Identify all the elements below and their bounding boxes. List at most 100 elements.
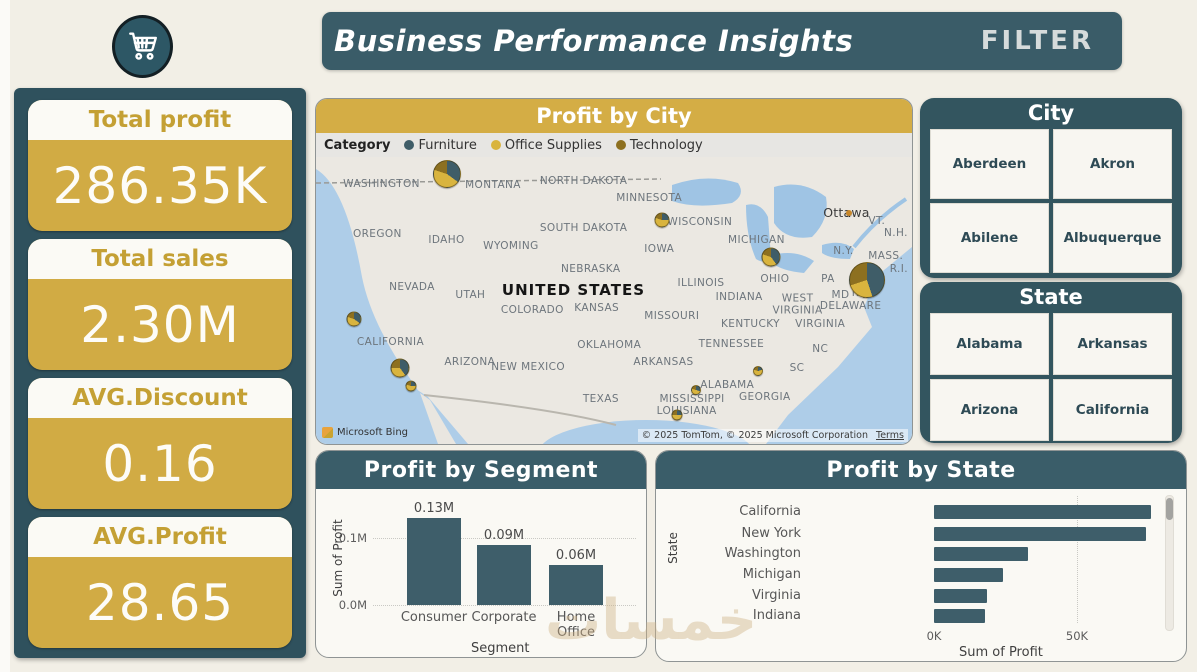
- y-category-label: Washington: [724, 546, 801, 561]
- terms-link[interactable]: Terms: [876, 430, 904, 441]
- kpi-label: AVG.Discount: [28, 378, 292, 418]
- state-option-arkansas[interactable]: Arkansas: [1053, 313, 1172, 375]
- kpi-label: Total sales: [28, 239, 292, 279]
- bing-label: Microsoft Bing: [337, 427, 409, 438]
- map-title: Profit by City: [316, 99, 912, 133]
- left-edge-strip: [0, 0, 10, 672]
- x-tick-label: 50K: [1065, 629, 1089, 643]
- map-pie-marker[interactable]: [433, 159, 462, 188]
- map-state-label: MINNESOTA: [616, 192, 683, 205]
- map-state-label: MICHIGAN: [728, 234, 785, 247]
- segment-bar[interactable]: [407, 517, 461, 605]
- city-option-abilene[interactable]: Abilene: [930, 203, 1049, 273]
- state-bar[interactable]: [934, 589, 987, 603]
- map-state-label: MD: [831, 289, 850, 302]
- map-state-label: NEW MEXICO: [491, 360, 566, 373]
- segment-plot: 0.0M 0.1M 0.13M Consumer 0.09M Corporate 0.06M…: [316, 489, 646, 657]
- map-state-label: N.H.: [883, 227, 908, 240]
- state-option-arizona[interactable]: Arizona: [930, 379, 1049, 441]
- x-category-label: Consumer: [400, 610, 468, 625]
- map-pie-marker[interactable]: [654, 212, 670, 228]
- map-state-label: CALIFORNIA: [356, 335, 425, 348]
- segment-bar[interactable]: [477, 544, 531, 605]
- bar-value-label: 0.09M: [483, 527, 525, 543]
- y-category-label: Virginia: [751, 588, 801, 603]
- map-state-label: N.Y.: [833, 245, 854, 258]
- kpi-value: 28.65: [85, 573, 235, 632]
- map-state-label: MISSISSIPPI: [659, 393, 725, 406]
- bar-value-label: 0.06M: [555, 547, 597, 563]
- segment-chart-card: Profit by Segment 0.0M 0.1M 0.13M Consumer 0…: [315, 450, 647, 658]
- kpi-card-avg-profit: AVG.Profit 28.65: [28, 517, 292, 648]
- scrollbar-thumb[interactable]: [1166, 498, 1173, 520]
- map-attribution: © 2025 TomTom, © 2025 Microsoft Corporat…: [637, 429, 908, 442]
- kpi-label: Total profit: [28, 100, 292, 140]
- kpi-value: 0.16: [102, 434, 218, 493]
- segment-bar[interactable]: [549, 564, 603, 605]
- map-state-label: ILLINOIS: [677, 277, 725, 290]
- state-plot: California New York Washington Michigan Virg…: [656, 489, 1186, 661]
- map-state-label: IOWA: [644, 243, 675, 256]
- state-bar[interactable]: [934, 527, 1146, 541]
- state-option-alabama[interactable]: Alabama: [930, 313, 1049, 375]
- map-pie-marker[interactable]: [752, 365, 763, 376]
- city-option-akron[interactable]: Akron: [1053, 129, 1172, 199]
- state-filter-panel: State Alabama Arkansas Arizona Californi…: [920, 282, 1182, 443]
- y-tick-label: 0.1M: [338, 531, 367, 545]
- legend-item-label: Furniture: [418, 137, 477, 153]
- y-category-label: California: [739, 504, 801, 519]
- filter-label: FILTER: [980, 26, 1094, 56]
- legend-item-office-supplies[interactable]: Office Supplies: [490, 138, 602, 153]
- x-tick-label: 0K: [926, 629, 942, 643]
- kpi-value: 2.30M: [80, 295, 240, 354]
- map-pie-marker[interactable]: [390, 358, 410, 378]
- map-state-label: ARIZONA: [444, 355, 496, 368]
- map-state-label: WISCONSIN: [667, 216, 733, 229]
- state-chart-title: Profit by State: [656, 451, 1186, 489]
- legend-item-label: Technology: [629, 137, 703, 153]
- state-bar[interactable]: [934, 547, 1029, 561]
- map-state-label: GEORGIA: [739, 391, 791, 404]
- legend-item-technology[interactable]: Technology: [615, 137, 703, 153]
- copyright-text: © 2025 TomTom, © 2025 Microsoft Corporat…: [641, 430, 869, 441]
- header-bar: Business Performance Insights FILTER: [322, 12, 1122, 70]
- map-pie-marker[interactable]: [671, 409, 683, 421]
- map-state-label: NC: [812, 342, 829, 355]
- chart-scrollbar[interactable]: [1165, 495, 1174, 631]
- map-state-label: KENTUCKY: [721, 318, 780, 331]
- map-pie-marker[interactable]: [849, 262, 886, 299]
- map-country-label: UNITED STATES: [501, 280, 646, 299]
- map-state-label: LOUISIANA: [656, 405, 717, 418]
- city-option-aberdeen[interactable]: Aberdeen: [930, 129, 1049, 199]
- state-bar[interactable]: [934, 568, 1003, 582]
- bing-logo-icon: [322, 427, 333, 438]
- kpi-card-avg-discount: AVG.Discount 0.16: [28, 378, 292, 509]
- x-gridline: [1077, 496, 1078, 623]
- map-pie-marker[interactable]: [405, 380, 417, 392]
- map-state-label: INDIANA: [715, 290, 763, 303]
- map-state-label: OHIO: [760, 272, 790, 285]
- x-axis-title: Segment: [471, 641, 530, 656]
- map-state-label: PA: [821, 272, 835, 285]
- map-legend: Category Furniture Office Supplies Techn…: [316, 133, 912, 157]
- x-category-label: Corporate: [471, 610, 537, 625]
- shopping-cart-icon: [126, 28, 160, 66]
- map-pie-marker[interactable]: [690, 384, 701, 395]
- map-state-label: ARKANSAS: [633, 355, 694, 368]
- map-body[interactable]: © 2025 TomTom, © 2025 Microsoft Corporat…: [316, 157, 912, 444]
- x-axis-title: Sum of Profit: [959, 645, 1043, 660]
- map-state-label: WEST VIRGINIA: [772, 292, 823, 317]
- map-pie-marker[interactable]: [346, 311, 362, 327]
- map-state-label: SC: [789, 362, 805, 375]
- state-option-california[interactable]: California: [1053, 379, 1172, 441]
- legend-item-furniture[interactable]: Furniture: [404, 137, 477, 153]
- city-option-albuquerque[interactable]: Albuquerque: [1053, 203, 1172, 273]
- map-state-label: VIRGINIA: [795, 318, 846, 331]
- state-bar[interactable]: [934, 505, 1152, 519]
- kpi-sidebar: Total profit 286.35K Total sales 2.30M A…: [14, 88, 306, 658]
- technology-dot-icon: [615, 140, 626, 150]
- map-pie-marker[interactable]: [761, 247, 781, 267]
- state-bar[interactable]: [934, 609, 986, 623]
- map-state-label: UTAH: [455, 288, 486, 301]
